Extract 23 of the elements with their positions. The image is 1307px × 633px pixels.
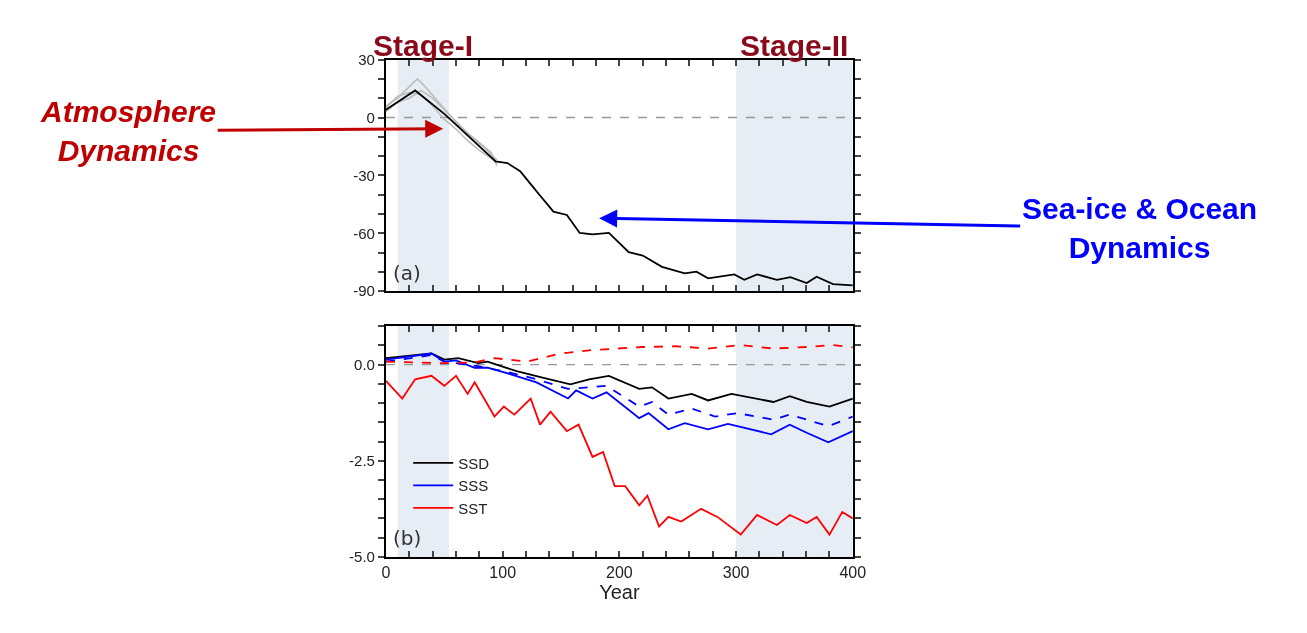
x-tick-label: 300 xyxy=(722,564,750,582)
y-tick-label: 0.0 xyxy=(354,355,375,373)
y-tick-label: -90 xyxy=(353,282,375,300)
x-tick-label: 200 xyxy=(606,564,633,582)
legend-label: SST xyxy=(458,499,488,517)
legend-label: SSS xyxy=(458,477,489,495)
y-tick-label: -5.0 xyxy=(349,548,375,566)
band-label: Stage-II xyxy=(740,29,849,62)
legend-label: SSD xyxy=(458,454,490,472)
y-tick-label: -2.5 xyxy=(349,452,375,470)
x-tick-label: 400 xyxy=(839,564,867,582)
x-tick-label: 0 xyxy=(381,564,391,582)
annotation: (b) xyxy=(393,526,422,550)
text: Atmosphere Dynamics xyxy=(40,95,217,167)
band-label: Stage-I xyxy=(373,29,474,62)
x-axis-title: Year xyxy=(599,581,640,604)
annotation: (a) xyxy=(393,261,421,285)
y-tick-label: -60 xyxy=(353,224,375,242)
y-tick-label: 30 xyxy=(358,50,375,68)
text: Sea-ice & Ocean Dynamics xyxy=(1022,192,1258,264)
x-tick-label: 100 xyxy=(489,564,517,582)
y-tick-label: -30 xyxy=(353,166,375,184)
y-tick-label: 0 xyxy=(366,108,375,126)
